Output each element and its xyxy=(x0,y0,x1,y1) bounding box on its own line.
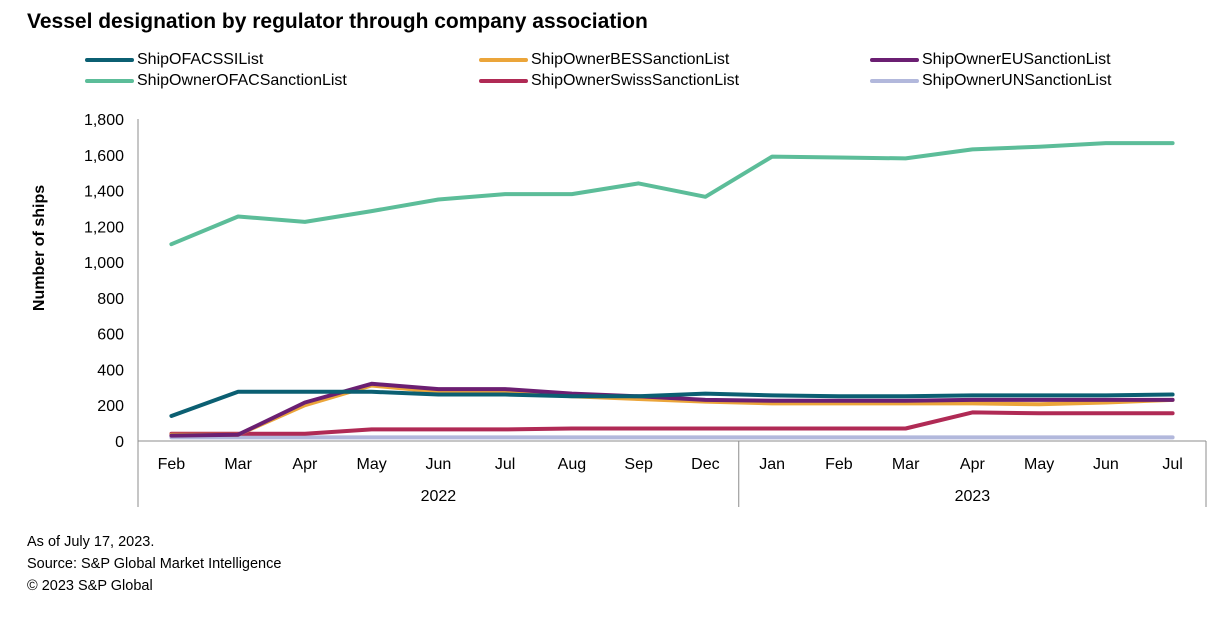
legend-swatch xyxy=(85,79,134,83)
y-tick-label: 600 xyxy=(97,327,124,344)
legend-item: ShipOwnerUNSanctionList xyxy=(870,71,1111,91)
x-tick-label: Jul xyxy=(1162,456,1182,473)
series-line-shipofacssilist xyxy=(169,389,1175,418)
y-tick-label: 1,200 xyxy=(84,219,124,236)
y-tick-label: 1,800 xyxy=(84,112,124,129)
y-tick-label: 1,000 xyxy=(84,255,124,272)
series-lines xyxy=(169,141,1175,440)
as-of-note: As of July 17, 2023. xyxy=(27,534,155,550)
x-tick-label: Mar xyxy=(892,456,920,473)
x-tick-label: May xyxy=(357,456,387,473)
copyright-note: © 2023 S&P Global xyxy=(27,578,153,594)
legend-label: ShipOwnerBESSanctionList xyxy=(531,51,730,68)
x-axis: Feb Mar Apr May Jun Jul Aug Sep Dec Jan Feb Mar Apr M… xyxy=(137,440,1207,507)
x-tick-label: Jun xyxy=(425,456,451,473)
legend-item: ShipOFACSSIList xyxy=(85,50,263,70)
x-group-label: 2022 xyxy=(421,488,457,505)
y-tick-label: 1,600 xyxy=(84,148,124,165)
x-tick-label: Jan xyxy=(759,456,785,473)
x-tick-label: Apr xyxy=(292,456,318,473)
legend-label: ShipOwnerOFACSanctionList xyxy=(137,72,347,89)
y-tick-label: 400 xyxy=(97,362,124,379)
legend-label: ShipOFACSSIList xyxy=(137,51,264,68)
legend-swatch xyxy=(479,58,528,62)
x-tick-label: Aug xyxy=(558,456,586,473)
series-line-shipownerofacsanctionlist xyxy=(169,141,1175,247)
legend-item: ShipOwnerBESSanctionList xyxy=(479,50,729,70)
source-note: Source: S&P Global Market Intelligence xyxy=(27,556,282,572)
legend-swatch xyxy=(870,79,919,83)
y-tick-label: 1,400 xyxy=(84,184,124,201)
x-tick-label: Jun xyxy=(1093,456,1119,473)
legend-item: ShipOwnerSwissSanctionList xyxy=(479,71,739,91)
series-line-shipownerswisssanctionlist xyxy=(169,410,1175,436)
y-axis-label: Number of ships xyxy=(31,185,48,311)
y-tick-label: 800 xyxy=(97,291,124,308)
legend-swatch xyxy=(85,58,134,62)
y-tick-label: 0 xyxy=(115,434,124,451)
x-tick-label: Sep xyxy=(624,456,653,473)
x-tick-label: Feb xyxy=(158,456,186,473)
legend-label: ShipOwnerUNSanctionList xyxy=(922,72,1112,89)
x-tick-label: Jul xyxy=(495,456,515,473)
x-group-label: 2023 xyxy=(955,488,991,505)
legend-label: ShipOwnerEUSanctionList xyxy=(922,51,1111,68)
y-tick-label: 200 xyxy=(97,398,124,415)
legend-swatch xyxy=(479,79,528,83)
legend-item: ShipOwnerEUSanctionList xyxy=(870,50,1111,70)
chart-title: Vessel designation by regulator through … xyxy=(27,10,648,33)
y-axis: 0 200 400 600 800 1,000 1,200 1,400 1,600 1,800 xyxy=(84,112,139,451)
legend: ShipOFACSSIList ShipOwnerBESSanctionList S… xyxy=(0,0,1216,100)
x-tick-label: Apr xyxy=(960,456,986,473)
x-tick-label: Mar xyxy=(224,456,252,473)
legend-swatch xyxy=(870,58,919,62)
footnotes: As of July 17, 2023. Source: S&P Global … xyxy=(27,531,281,597)
x-tick-label: Feb xyxy=(825,456,853,473)
series-line-shipownerbessanctionlist xyxy=(169,383,1175,437)
legend-item: ShipOwnerOFACSanctionList xyxy=(85,71,347,91)
x-tick-label: May xyxy=(1024,456,1054,473)
x-tick-label: Dec xyxy=(691,456,719,473)
legend-label: ShipOwnerSwissSanctionList xyxy=(531,72,740,89)
